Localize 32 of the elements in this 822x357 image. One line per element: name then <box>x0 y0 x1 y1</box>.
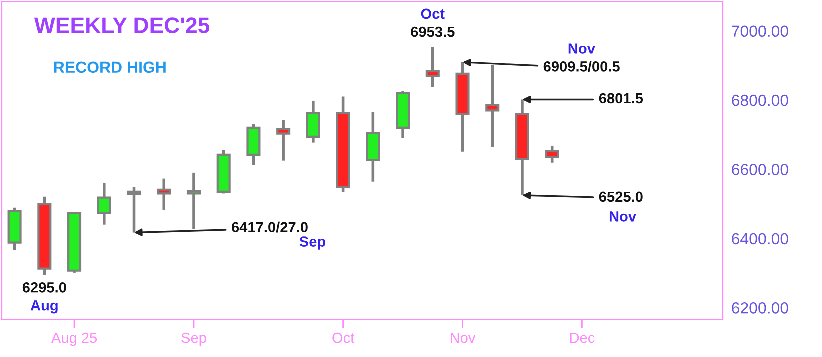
candlestick <box>97 182 112 226</box>
x-tick-label: Sep <box>182 332 206 346</box>
candlestick <box>186 172 201 231</box>
candlestick <box>545 144 560 164</box>
annotation: 6525.0 <box>599 192 643 202</box>
annotation: Oct <box>421 8 445 20</box>
x-tick-label: Aug 25 <box>51 332 98 346</box>
annotation: 6953.5 <box>411 26 455 38</box>
annotation: Nov <box>610 212 636 222</box>
annotation: 6295.0 <box>22 282 66 293</box>
candlestick <box>276 118 291 162</box>
text: WEEKLY DEC'25 <box>34 18 210 34</box>
annotation: Sep <box>300 236 326 250</box>
y-tick-label: 6800.00 <box>732 94 788 106</box>
candlestick <box>127 186 142 234</box>
annotation: Nov <box>568 44 596 54</box>
candlestick <box>486 64 500 148</box>
candlestick <box>306 100 320 144</box>
x-tick-label: Oct <box>332 332 355 344</box>
candlestick <box>426 46 440 89</box>
y-tick-label: 6200.00 <box>732 302 788 314</box>
x-tick-label: Dec <box>570 333 595 344</box>
annotation: RECORD HIGH <box>54 62 166 74</box>
annotation: 6801.5 <box>599 93 644 104</box>
annotation: 6909.5/00.5 <box>544 61 620 72</box>
annotation: 6417.0/27.0 <box>232 222 308 233</box>
x-tick-label: Nov <box>450 333 476 344</box>
annotation: Aug <box>30 300 58 314</box>
y-tick-label: 6600.00 <box>732 164 788 176</box>
y-tick-label: 7000.00 <box>732 26 788 38</box>
candlestick <box>157 177 172 212</box>
y-tick-label: 6400.00 <box>732 233 788 245</box>
